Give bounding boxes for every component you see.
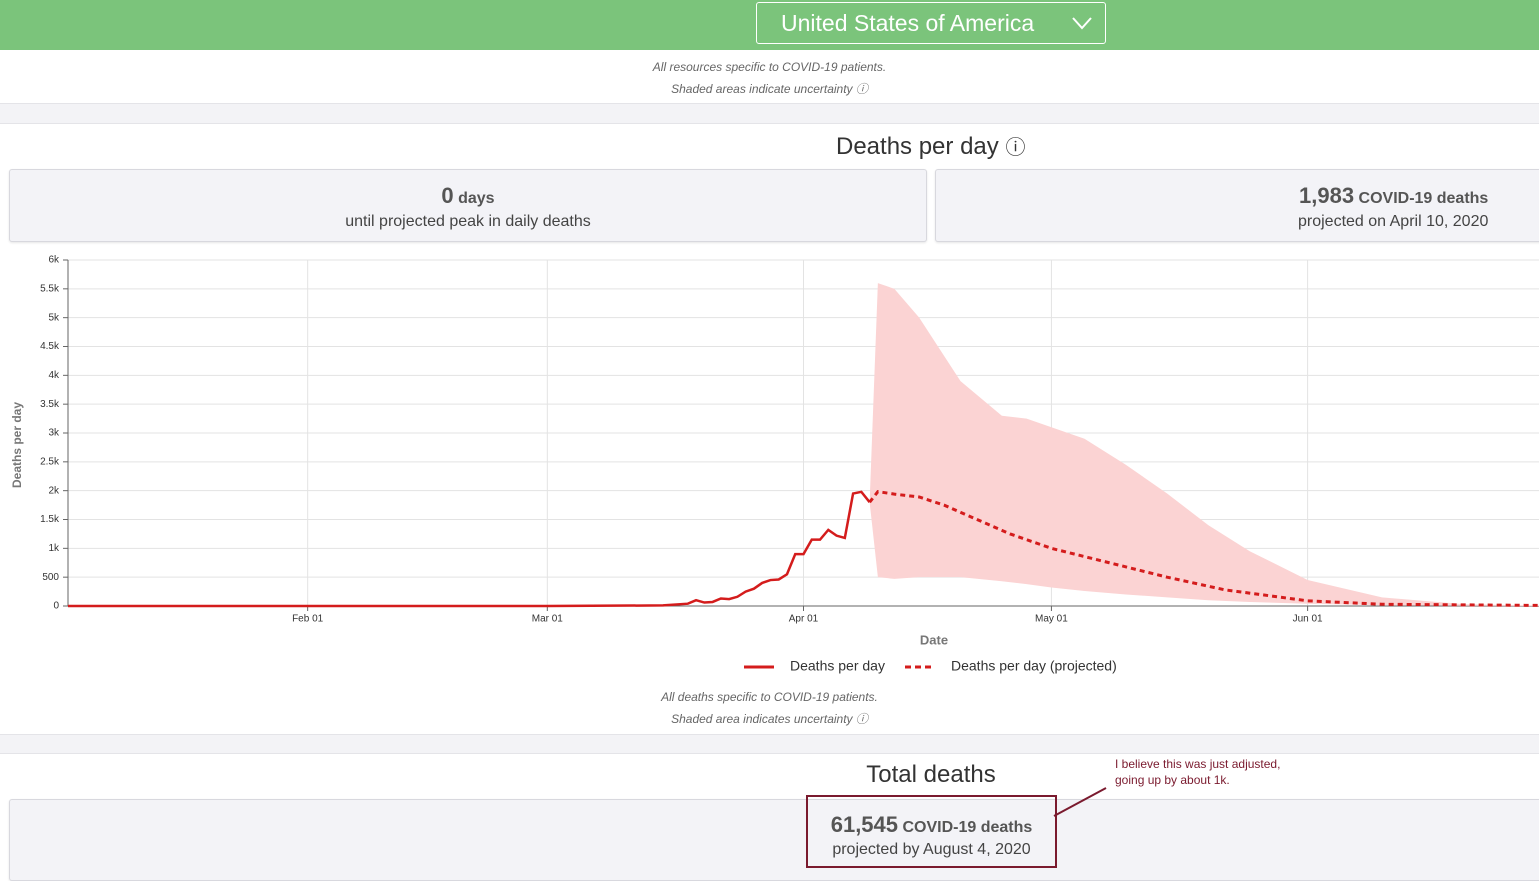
y-tick-label: 4.5k [40, 341, 60, 352]
note: Shaded area indicates uncertainty ⓘ [671, 712, 868, 726]
country-name: United States of America [781, 10, 1035, 36]
country-select[interactable]: United States of America [756, 2, 1106, 44]
x-tick-label: May 01 [1035, 614, 1068, 625]
series-line [868, 490, 1539, 607]
note-text: Shaded areas indicate uncertainty [671, 82, 853, 96]
annotation-arrow [1053, 787, 1107, 817]
stat-caption: projected on April 10, 2020 [1298, 213, 1489, 230]
title-text: Deaths per day [836, 133, 999, 160]
header-bar [0, 0, 1539, 50]
y-axis-label: Deaths per day [10, 402, 24, 488]
note: All resources specific to COVID-19 patie… [652, 60, 887, 74]
y-tick-label: 4k [48, 370, 60, 381]
highlight-box: 61,545 COVID-19 deaths projected by Augu… [806, 795, 1057, 868]
y-tick-label: 3k [48, 428, 60, 439]
series-line [68, 490, 871, 608]
y-tick-label: 6k [48, 255, 60, 266]
y-tick-label: 1k [48, 543, 60, 554]
stat-unit: days [458, 190, 495, 207]
y-tick-label: 0 [53, 601, 59, 612]
divider [0, 734, 1539, 754]
note: Shaded areas indicate uncertainty ⓘ [671, 82, 868, 96]
x-tick-label: Jun 01 [1293, 614, 1323, 625]
x-tick-label: Apr 01 [789, 614, 819, 625]
uncertainty-band [869, 283, 1539, 606]
stat-number: 61,545 [830, 812, 899, 837]
stat-caption: projected by August 4, 2020 [832, 841, 1031, 858]
stat-unit: COVID-19 deaths [1358, 190, 1489, 207]
y-tick-label: 1.5k [40, 514, 60, 525]
section-title: Deaths per day ⓘ [836, 133, 1026, 160]
chart: 0 500 1k 1.5k 2k 2.5k 3k 3.5k 4k 4.5k 5k 5.5k 6k Feb … [10, 255, 1539, 674]
legend-label: Deaths per day (projected) [951, 658, 1117, 674]
x-tick-label: Mar 01 [532, 614, 564, 625]
stat-number: 1,983 [1299, 183, 1355, 208]
divider [0, 103, 1539, 124]
chevron [1072, 17, 1092, 30]
stat-unit: COVID-19 deaths [902, 819, 1033, 836]
stat-card: 0 days until projected peak in daily dea… [9, 169, 927, 242]
y-tick-label: 2.5k [40, 456, 60, 467]
y-tick-label: 2k [48, 485, 60, 496]
y-tick-label: 500 [42, 572, 59, 583]
x-tick-label: Feb 01 [292, 614, 324, 625]
annotation: I believe this was just adjusted, going … [1115, 757, 1281, 787]
y-tick-label: 5k [48, 312, 60, 323]
y-tick-label: 5.5k [40, 283, 60, 294]
note: All deaths specific to COVID-19 patients… [661, 690, 878, 704]
note-text: Shaded area indicates uncertainty [671, 712, 853, 726]
x-axis-label: Date [920, 632, 948, 647]
legend-label: Deaths per day [790, 658, 885, 674]
section-title: Total deaths [866, 761, 996, 788]
stat-card: 1,983 COVID-19 deaths projected on April… [935, 169, 1539, 242]
stat-number: 0 [441, 183, 454, 208]
y-tick-label: 3.5k [40, 399, 60, 410]
stat-card [9, 799, 1539, 881]
stat-caption: until projected peak in daily deaths [345, 213, 591, 230]
